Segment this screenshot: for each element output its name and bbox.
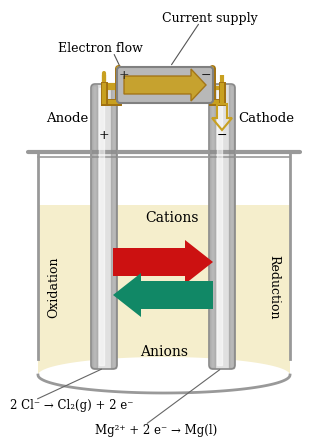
FancyBboxPatch shape [117,67,213,103]
Polygon shape [113,240,213,284]
Text: Anions: Anions [140,345,188,359]
Text: Current supply: Current supply [162,12,258,25]
Text: −: − [217,129,227,142]
FancyBboxPatch shape [209,84,235,369]
Text: Oxidation: Oxidation [48,257,60,318]
Text: +: + [99,129,109,142]
FancyBboxPatch shape [91,84,117,369]
Text: Reduction: Reduction [268,255,280,320]
Text: Cathode: Cathode [238,112,294,125]
Text: 2 Cl⁻ → Cl₂(g) + 2 e⁻: 2 Cl⁻ → Cl₂(g) + 2 e⁻ [10,399,133,412]
Polygon shape [38,205,290,375]
Text: Mg²⁺ + 2 e⁻ → Mg(l): Mg²⁺ + 2 e⁻ → Mg(l) [95,423,217,436]
Polygon shape [124,69,206,101]
Polygon shape [113,273,213,317]
Text: Cations: Cations [145,211,199,225]
Text: Electron flow: Electron flow [58,42,143,55]
Text: +: + [119,69,129,82]
Polygon shape [38,152,290,205]
Text: Anode: Anode [46,112,88,125]
Text: −: − [201,69,211,82]
